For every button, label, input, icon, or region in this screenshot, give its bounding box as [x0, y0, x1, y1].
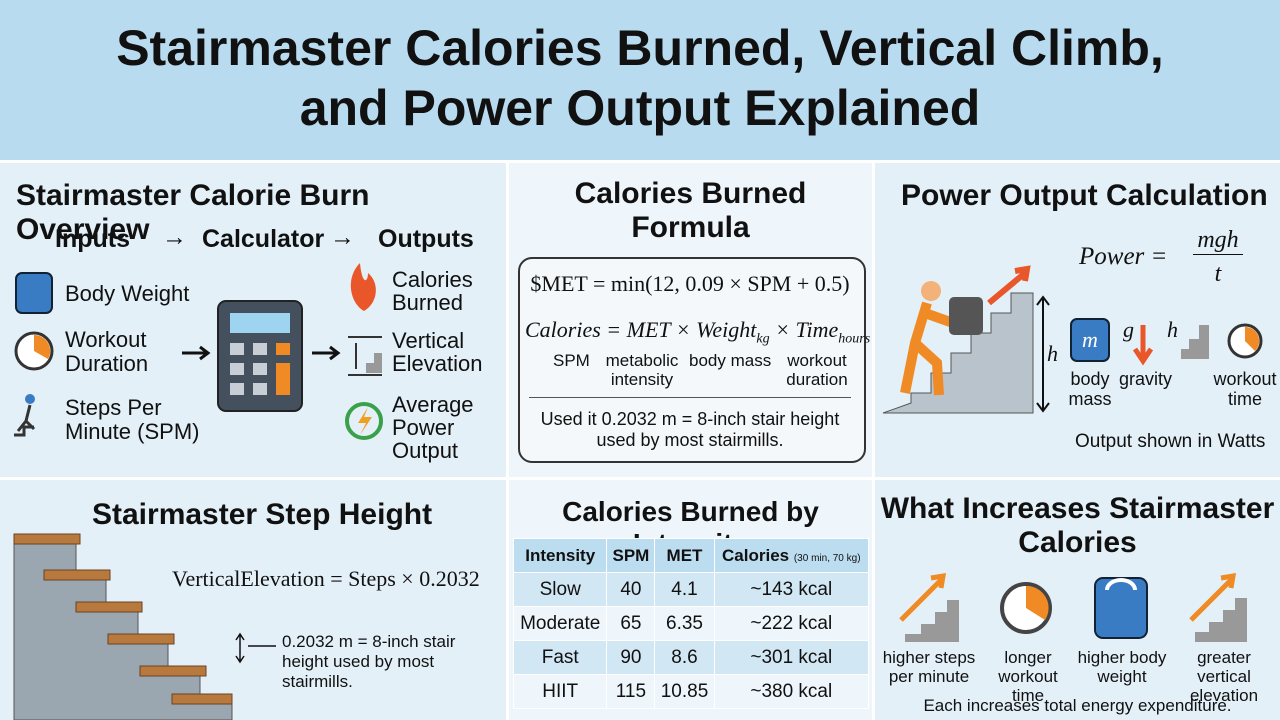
- formula-part: Calories = MET × Weight: [525, 317, 757, 342]
- output-label: Vertical Elevation: [392, 328, 483, 376]
- title-line: and Power Output Explained: [299, 80, 981, 136]
- table-row: Fast 90 8.6 ~301 kcal: [512, 640, 870, 675]
- header-note: (30 min, 70 kg): [793, 552, 861, 564]
- output-label: Average Power Output: [392, 392, 474, 463]
- note: Output shown in Watts: [1075, 431, 1266, 452]
- table-cell: 40: [606, 572, 656, 607]
- panel-title: Calories Burned Formula: [574, 177, 807, 244]
- output-label: Calories Burned: [392, 267, 473, 315]
- formula-box: [518, 257, 866, 463]
- table-cell: ~380 kcal: [713, 674, 870, 709]
- divider: [529, 397, 851, 398]
- panel-title: What Increases Stairmaster Calories: [880, 492, 1275, 559]
- note: 0.2032 m = 8-inch stair height used by m…: [282, 632, 456, 691]
- header-cell: MET: [654, 538, 715, 573]
- symbol: h: [1167, 317, 1178, 342]
- table-cell: 4.1: [654, 572, 715, 607]
- table-cell: ~301 kcal: [713, 640, 870, 675]
- arrow: →: [162, 223, 187, 251]
- step-formula: VerticalElevation = Steps × 0.2032: [172, 566, 480, 591]
- header-cell: Intensity: [512, 538, 608, 573]
- table-cell: 6.35: [654, 606, 715, 641]
- step-panel: Stairmaster Step Height VerticalElevatio…: [0, 480, 506, 720]
- symbol-label: workout time: [1213, 369, 1277, 409]
- footer: Each increases total energy expenditure.: [923, 696, 1232, 715]
- intensity-table: Intensity SPM MET Calories (30 min, 70 kg) …: [512, 538, 870, 709]
- power-panel: Power Output Calculation Power = mgh t h…: [875, 163, 1280, 477]
- term-label: SPM: [553, 351, 590, 370]
- panel-title: Stairmaster Step Height: [92, 498, 433, 531]
- header-cell: Calories (30 min, 70 kg): [713, 538, 870, 573]
- table-cell: 10.85: [654, 674, 715, 709]
- symbol-label: body mass: [1068, 369, 1112, 409]
- title: Stairmaster Calories Burned, Vertical Cl…: [0, 18, 1280, 138]
- arrow: →: [330, 223, 355, 251]
- symbol: m: [1082, 327, 1098, 352]
- flow-label: Calculator: [202, 225, 325, 253]
- note: Used it 0.2032 m = 8-inch stair height u…: [540, 409, 840, 450]
- factor-label: higher steps per minute: [882, 648, 976, 686]
- table-row: HIIT 115 10.85 ~380 kcal: [512, 674, 870, 709]
- term-label: metabolic intensity: [605, 351, 679, 389]
- formula-lhs: Power =: [1079, 243, 1168, 270]
- height-label: h: [1047, 341, 1058, 366]
- input-label: Steps Per Minute (SPM): [65, 395, 200, 444]
- table-cell: Moderate: [512, 606, 608, 641]
- term-label: workout duration: [786, 351, 848, 389]
- factor-label: greater vertical elevation: [1189, 648, 1259, 705]
- header-cell: SPM: [606, 538, 656, 573]
- subscript: kg: [756, 331, 770, 347]
- table-cell: Slow: [512, 572, 608, 607]
- denominator: t: [1214, 261, 1222, 287]
- formula-panel: Calories Burned Formula $MET = min(12, 0…: [509, 163, 872, 477]
- input-label: Workout Duration: [65, 327, 149, 376]
- symbol: g: [1123, 317, 1134, 342]
- table-cell: 8.6: [654, 640, 715, 675]
- table-row: Moderate 65 6.35 ~222 kcal: [512, 606, 870, 641]
- table-cell: ~143 kcal: [713, 572, 870, 607]
- numerator: mgh: [1193, 227, 1243, 255]
- formula-part: × Time: [769, 317, 839, 342]
- overview-icons: [14, 263, 383, 440]
- factor-label: higher body weight: [1077, 648, 1167, 686]
- table-row: Slow 40 4.1 ~143 kcal: [512, 572, 870, 607]
- flow-label: Outputs: [378, 225, 474, 253]
- title-line: Stairmaster Calories Burned, Vertical Cl…: [116, 20, 1164, 76]
- power-icons: [882, 265, 1263, 414]
- calories-formula: Calories = MET × Weightkg × Timehours: [525, 317, 870, 347]
- overview-panel: Stairmaster Calorie Burn Overview Inputs…: [0, 163, 506, 477]
- header-text: Calories: [722, 545, 790, 565]
- stairs-illustration: [13, 533, 276, 720]
- term-label: body mass: [689, 351, 772, 370]
- met-formula: $MET = min(12, 0.09 × SPM + 0.5): [530, 271, 850, 296]
- panel-title: Stairmaster Calorie Burn Overview: [16, 179, 370, 246]
- title-band: Stairmaster Calories Burned, Vertical Cl…: [0, 0, 1280, 160]
- table-cell: Fast: [512, 640, 608, 675]
- symbol-label: gravity: [1119, 369, 1173, 389]
- panel-title: Power Output Calculation: [901, 179, 1268, 212]
- table-cell: 115: [606, 674, 656, 709]
- table-cell: HIIT: [512, 674, 608, 709]
- table-cell: 90: [606, 640, 656, 675]
- input-label: Body Weight: [65, 281, 190, 306]
- table-panel: Calories Burned by Intensity IntensitySP…: [509, 480, 872, 720]
- table-cell: 65: [606, 606, 656, 641]
- table-cell: ~222 kcal: [713, 606, 870, 641]
- increase-panel: What Increases Stairmaster Calories high…: [875, 480, 1280, 720]
- factor-label: longer workout time: [998, 648, 1058, 705]
- subscript: hours: [838, 331, 871, 347]
- increase-icons: [899, 572, 1247, 642]
- flow-label: Inputs: [55, 225, 130, 253]
